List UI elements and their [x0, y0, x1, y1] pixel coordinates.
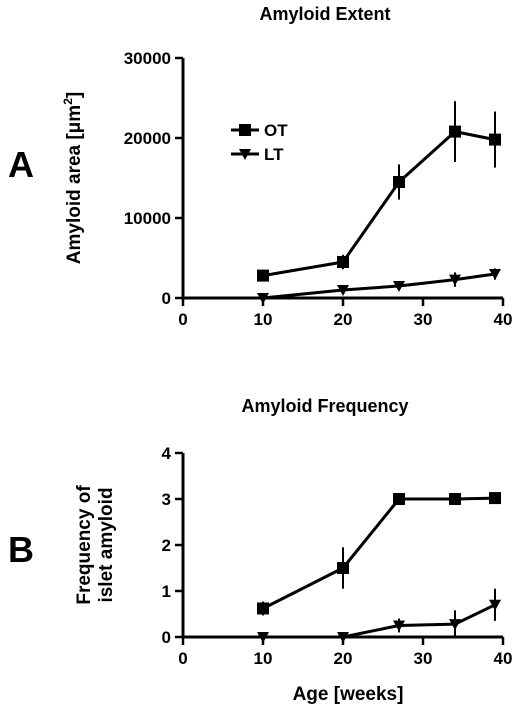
- legend-marker: [239, 124, 251, 136]
- panel-label: B: [8, 529, 34, 570]
- series-line: [262, 496, 496, 610]
- data-point: [257, 293, 269, 304]
- panel-a: Amyloid Extent A 0 10 20 30 40 0 10000 20000 30000…: [8, 4, 512, 329]
- series-line: [262, 130, 496, 278]
- data-point: [337, 632, 349, 643]
- legend-label: OT: [264, 121, 288, 140]
- data-point: [337, 256, 349, 268]
- data-point: [449, 274, 461, 286]
- x-axis-label: Age [weeks]: [293, 684, 404, 705]
- y-tick-label: 0: [162, 289, 171, 308]
- x-tick-label: 20: [334, 310, 353, 329]
- data-point: [489, 599, 501, 611]
- legend-marker: [239, 149, 251, 160]
- data-point: [257, 632, 269, 643]
- legend-entry: LT: [231, 145, 284, 164]
- y-tick-label: 20000: [124, 129, 171, 148]
- data-point: [337, 285, 349, 296]
- y-tick-label: 10000: [124, 209, 171, 228]
- y-tick-label: 3: [162, 490, 171, 509]
- y-tick-label: 4: [162, 444, 172, 463]
- data-point: [393, 281, 405, 292]
- panel-b: Amyloid Frequency B 0 10 20 30 40 0 1 2 3 4 Frequenc…: [8, 396, 512, 705]
- x-tick-label: 20: [334, 649, 353, 668]
- legend-label: LT: [264, 145, 284, 164]
- legend-entry: OT: [231, 121, 288, 140]
- x-tick-label: 30: [414, 310, 433, 329]
- data-point: [489, 492, 501, 505]
- x-tick-label: 40: [494, 649, 513, 668]
- chart-title: Amyloid Extent: [259, 4, 390, 24]
- data-point: [393, 493, 405, 505]
- y-tick-label: 1: [162, 582, 171, 601]
- series-line: [262, 272, 496, 300]
- y-tick-label: 0: [162, 628, 171, 647]
- x-tick-label: 30: [414, 649, 433, 668]
- data-point: [489, 269, 501, 280]
- y-tick-label: 2: [162, 536, 171, 555]
- data-point: [337, 562, 349, 574]
- data-point: [393, 176, 405, 188]
- data-point: [449, 493, 461, 505]
- series-line: [263, 603, 496, 639]
- x-tick-label: 10: [254, 649, 273, 668]
- x-tick-label: 40: [494, 310, 513, 329]
- data-point: [449, 619, 461, 631]
- data-point: [393, 620, 405, 632]
- x-tick-label: 0: [178, 649, 187, 668]
- y-axis-label: Amyloid area [μm2]: [61, 92, 85, 264]
- data-point: [449, 125, 461, 138]
- chart-title: Amyloid Frequency: [241, 396, 408, 416]
- series-ot: [257, 101, 501, 282]
- x-tick-label: 10: [254, 310, 273, 329]
- y-tick-label: 30000: [124, 49, 171, 68]
- series-square: [257, 492, 501, 616]
- data-point: [257, 602, 269, 615]
- legend: OT LT: [231, 121, 288, 164]
- data-point: [257, 269, 269, 282]
- panel-label: A: [8, 144, 34, 185]
- series-lt: [257, 268, 501, 304]
- series-triangle: [257, 588, 501, 643]
- data-point: [489, 133, 501, 146]
- x-tick-label: 0: [178, 310, 187, 329]
- y-axis-label: Frequency ofislet amyloid: [74, 485, 117, 605]
